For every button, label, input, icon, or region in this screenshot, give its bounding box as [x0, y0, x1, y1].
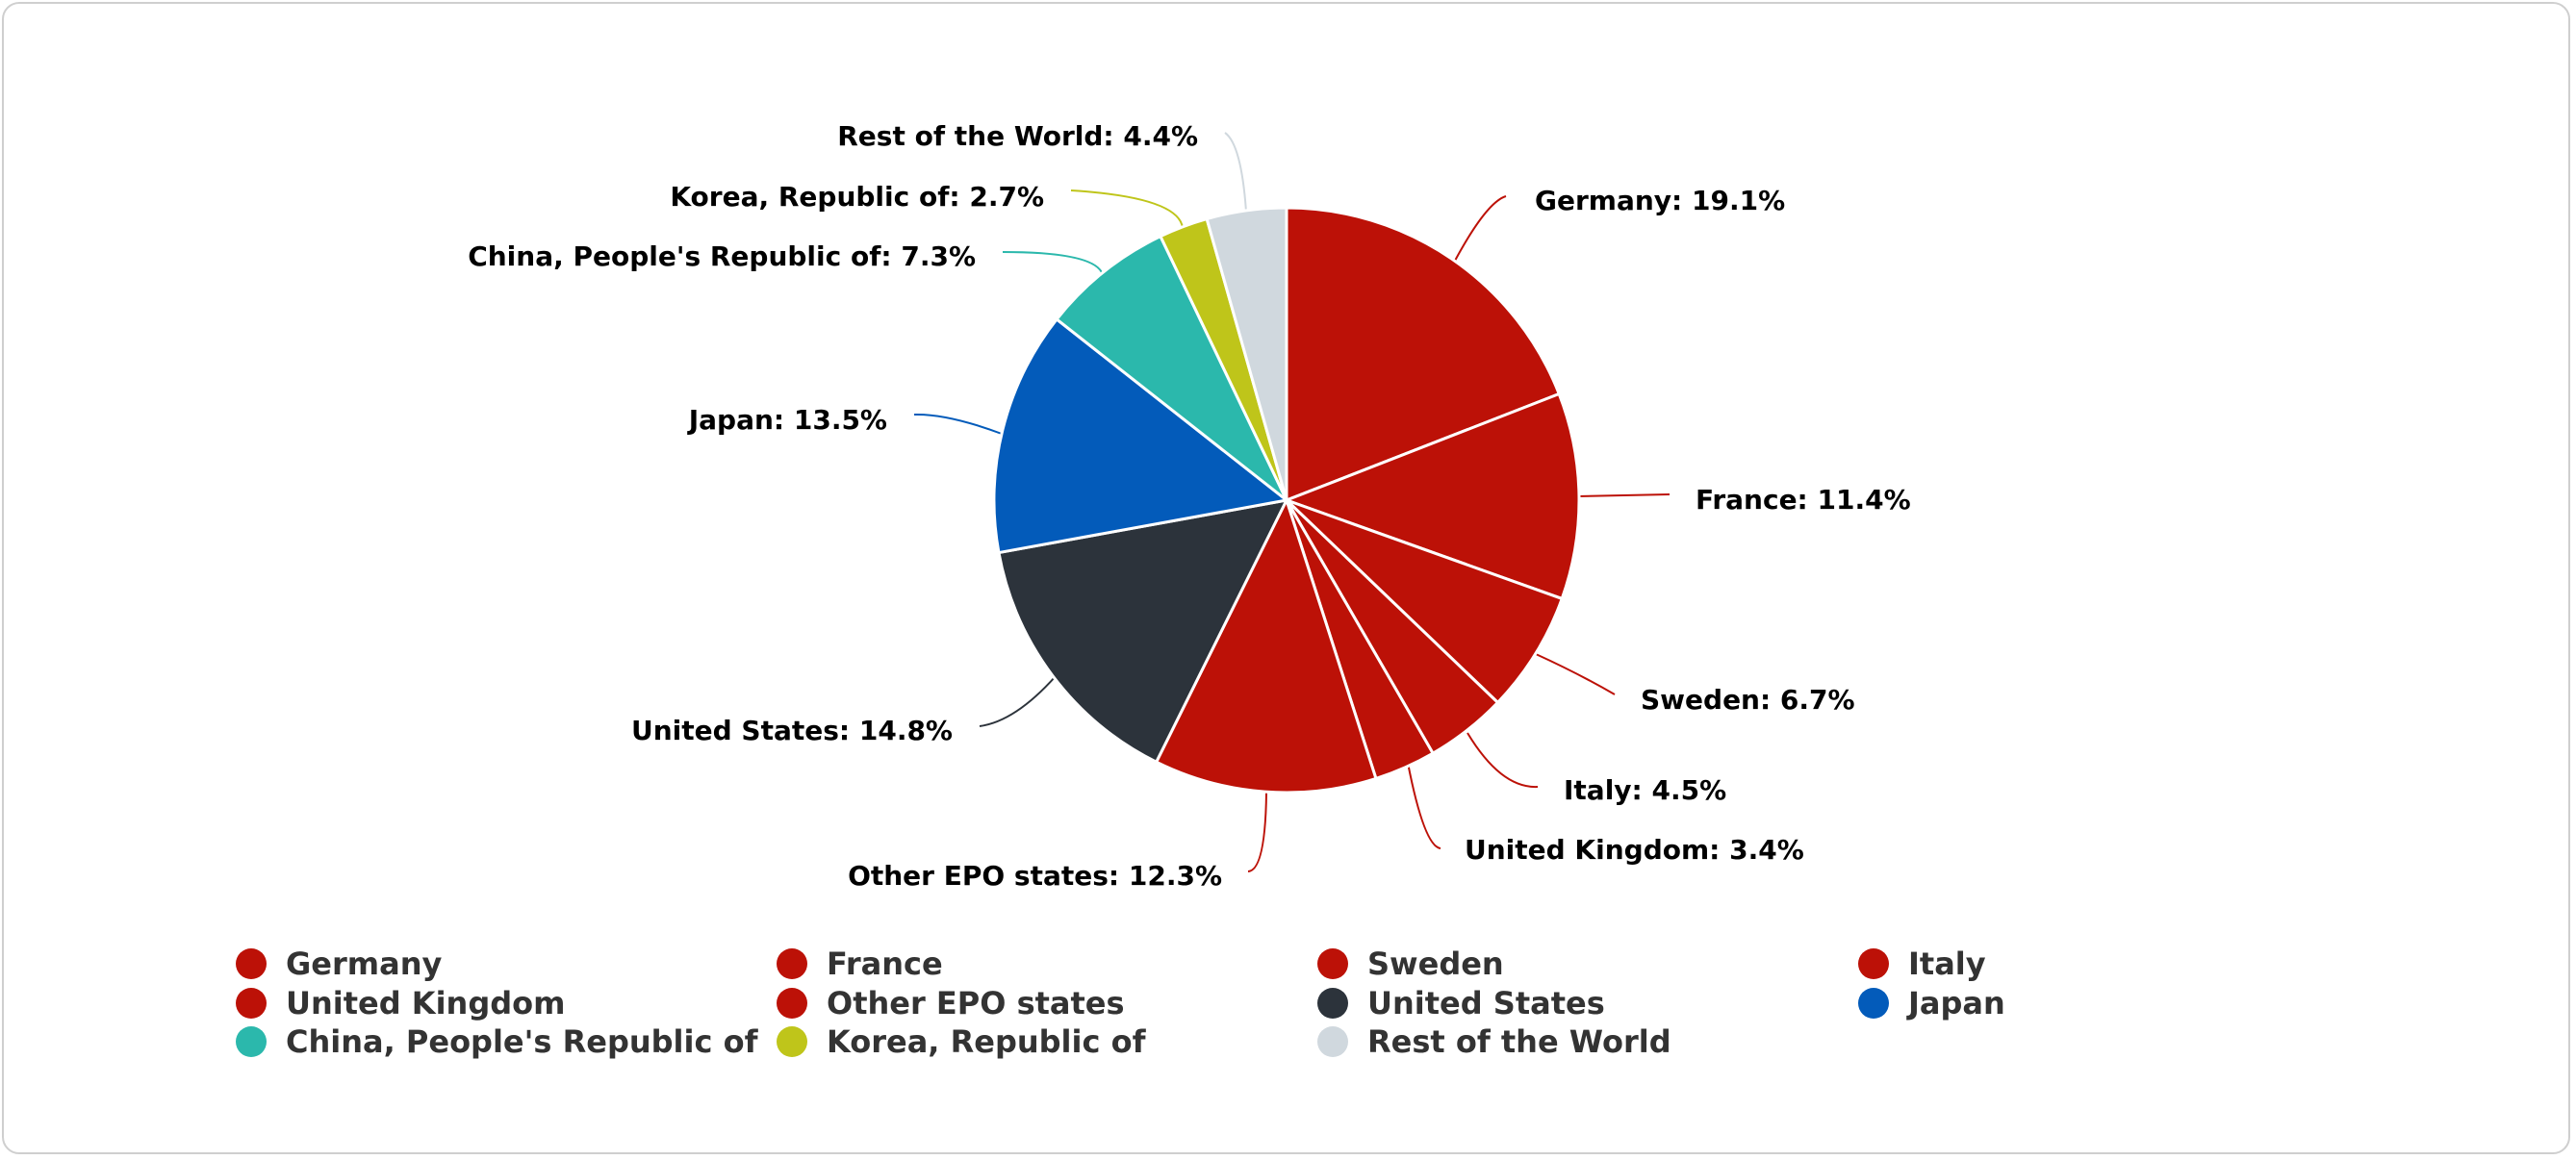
legend-label: United Kingdom — [286, 985, 565, 1021]
legend-dot-icon — [236, 948, 267, 979]
legend-label: Italy — [1908, 946, 1986, 982]
data-label: Italy: 4.5% — [1564, 774, 1726, 806]
data-label: Sweden: 6.7% — [1641, 684, 1855, 716]
label-connector — [1248, 793, 1266, 871]
legend-item[interactable]: China, People's Republic of — [236, 1022, 777, 1062]
legend-dot-icon — [1317, 1026, 1348, 1057]
label-connector — [1003, 252, 1103, 275]
data-label: France: 11.4% — [1696, 484, 1911, 516]
legend-dot-icon — [1317, 988, 1348, 1019]
legend-dot-icon — [1858, 948, 1889, 979]
legend-dot-icon — [777, 1026, 807, 1057]
legend-label: Germany — [286, 946, 442, 982]
legend-item[interactable]: Sweden — [1317, 945, 1858, 984]
legend-dot-icon — [236, 988, 267, 1019]
data-label: Other EPO states: 12.3% — [848, 860, 1222, 892]
data-label: United States: 14.8% — [631, 715, 953, 746]
label-connector — [980, 676, 1056, 726]
legend-dot-icon — [777, 988, 807, 1019]
data-label: Japan: 13.5% — [687, 404, 887, 436]
legend-item[interactable]: Japan — [1858, 984, 2339, 1023]
legend-label: China, People's Republic of — [286, 1023, 758, 1060]
data-label: Korea, Republic of: 2.7% — [670, 181, 1044, 213]
legend-item[interactable]: United Kingdom — [236, 984, 777, 1023]
legend-label: United States — [1367, 985, 1605, 1021]
legend-dot-icon — [1858, 988, 1889, 1019]
label-connector — [1577, 494, 1670, 496]
label-connector — [1536, 654, 1615, 694]
label-connector — [1071, 190, 1183, 228]
label-connector — [914, 415, 1002, 434]
data-label: Rest of the World: 4.4% — [837, 120, 1198, 152]
legend-dot-icon — [777, 948, 807, 979]
legend-item[interactable]: Germany — [236, 945, 777, 984]
label-connector — [1467, 733, 1538, 787]
legend-item[interactable]: Rest of the World — [1317, 1022, 1858, 1062]
legend-label: Japan — [1908, 985, 2005, 1021]
legend-item[interactable]: Italy — [1858, 945, 2339, 984]
legend-item[interactable]: United States — [1317, 984, 1858, 1023]
legend-label: France — [827, 946, 943, 982]
label-connector — [1408, 763, 1441, 848]
label-connector — [1455, 196, 1506, 261]
data-label: China, People's Republic of: 7.3% — [468, 240, 976, 272]
label-connector — [1225, 133, 1246, 212]
data-label: Germany: 19.1% — [1535, 185, 1785, 216]
legend-label: Rest of the World — [1367, 1023, 1671, 1060]
pie-slices — [994, 208, 1579, 793]
legend-label: Korea, Republic of — [827, 1023, 1145, 1060]
legend-item[interactable]: Korea, Republic of — [777, 1022, 1317, 1062]
data-label: United Kingdom: 3.4% — [1465, 834, 1804, 866]
legend: Germany France Sweden Italy United Kingdom Ot… — [236, 945, 2353, 1062]
legend-dot-icon — [1317, 948, 1348, 979]
legend-dot-icon — [236, 1026, 267, 1057]
legend-label: Sweden — [1367, 946, 1504, 982]
legend-item[interactable]: Other EPO states — [777, 984, 1317, 1023]
legend-item[interactable]: France — [777, 945, 1317, 984]
legend-label: Other EPO states — [827, 985, 1125, 1021]
